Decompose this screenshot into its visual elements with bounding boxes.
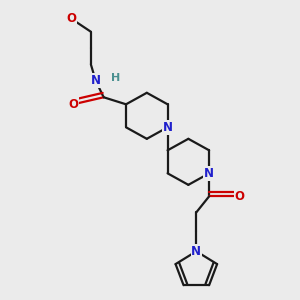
Text: N: N [91,74,101,87]
Text: O: O [235,190,244,203]
Text: N: N [204,167,214,180]
Text: O: O [68,98,78,111]
Text: N: N [163,121,172,134]
Text: H: H [111,73,120,83]
Text: O: O [67,13,77,26]
Text: N: N [191,245,201,258]
